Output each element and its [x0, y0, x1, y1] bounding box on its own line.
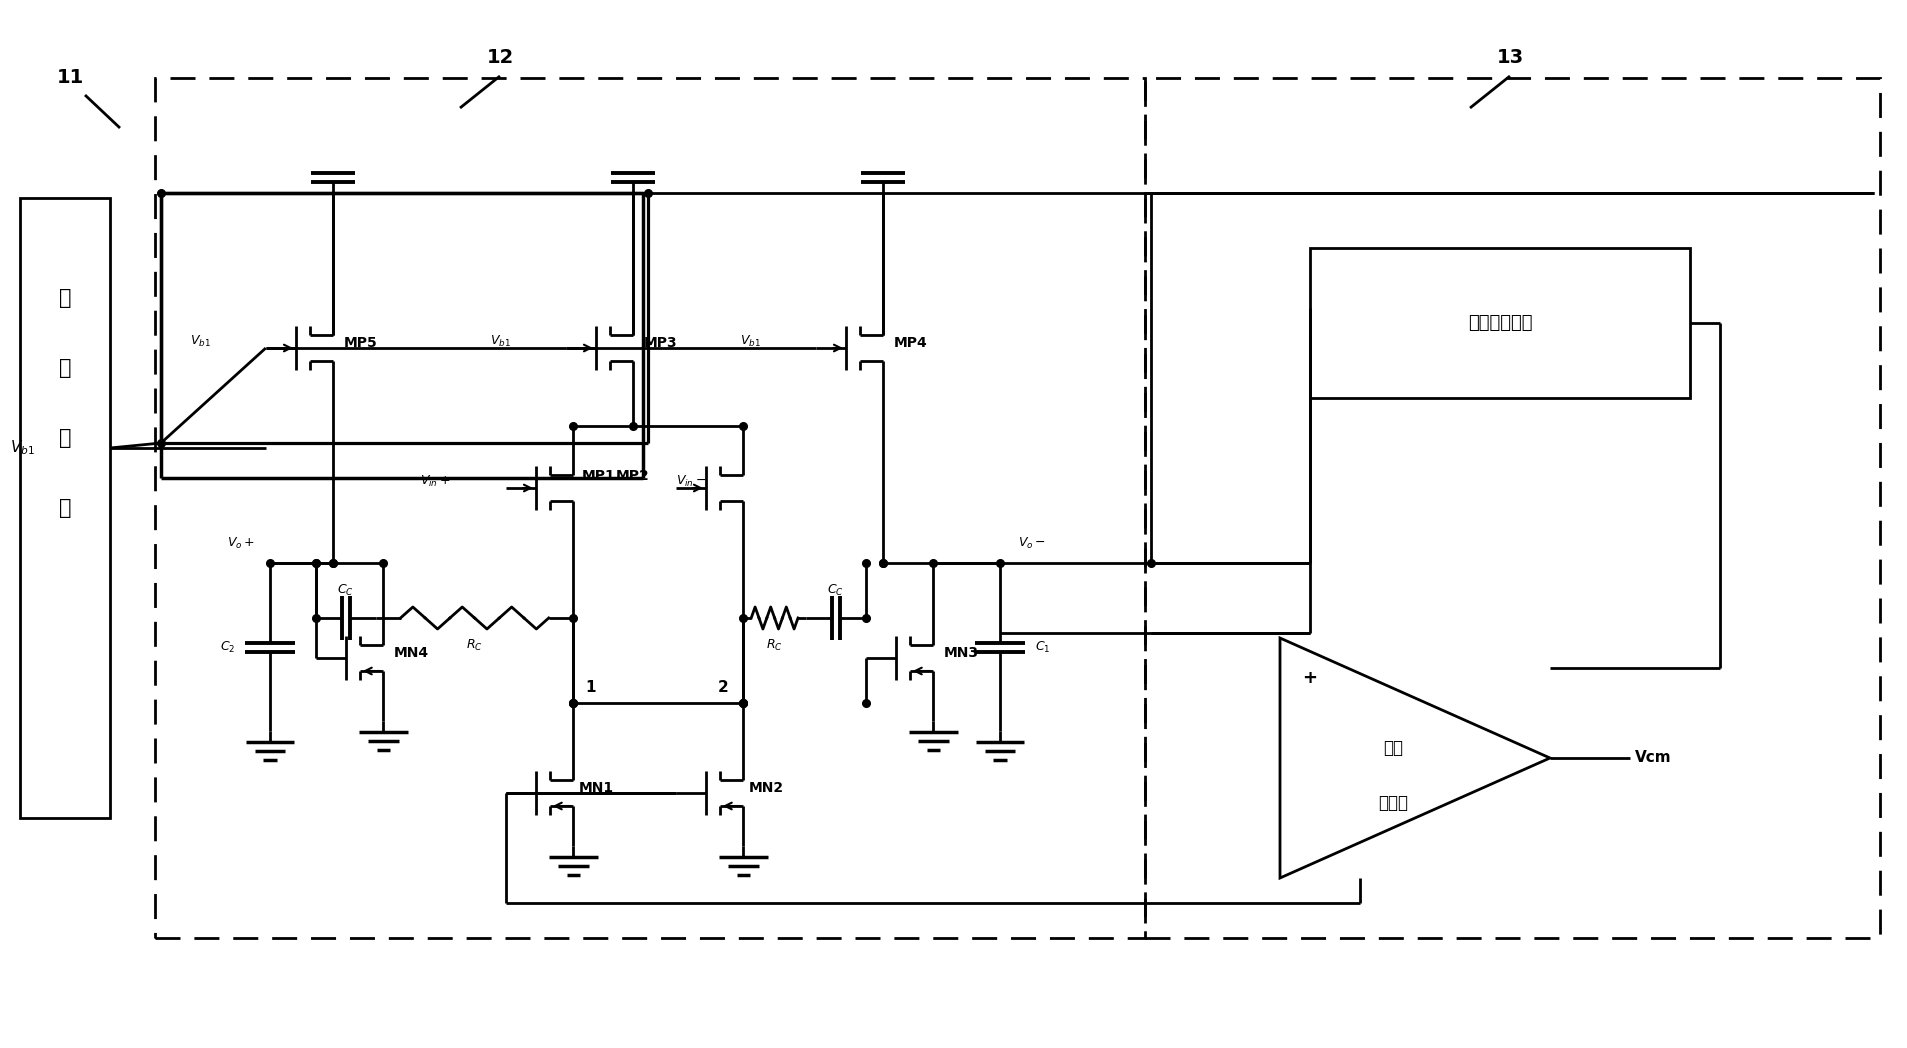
Text: 误差: 误差 [1383, 739, 1404, 757]
Text: $C_2$: $C_2$ [219, 639, 235, 655]
Text: Vcm: Vcm [1634, 750, 1671, 765]
Text: MP2: MP2 [616, 470, 648, 483]
Text: 1: 1 [585, 680, 595, 695]
Text: MP4: MP4 [892, 336, 927, 350]
Text: $R_C$: $R_C$ [767, 638, 782, 653]
Text: MP3: MP3 [643, 336, 677, 350]
Text: MN4: MN4 [393, 646, 429, 660]
Text: 路: 路 [59, 498, 71, 518]
Text: MN2: MN2 [748, 781, 784, 795]
Text: MN1: MN1 [578, 781, 614, 795]
Text: MP5: MP5 [343, 336, 378, 350]
Text: $V_{in}+$: $V_{in}+$ [420, 474, 450, 488]
Text: $V_{in}-$: $V_{in}-$ [675, 474, 706, 488]
Text: 放大器: 放大器 [1377, 794, 1407, 812]
Text: 电: 电 [59, 428, 71, 447]
Text: $V_{b1}$: $V_{b1}$ [10, 439, 34, 457]
Bar [1144, 78, 1878, 938]
Text: MN3: MN3 [942, 646, 978, 660]
Text: MP1: MP1 [582, 470, 614, 483]
Text: $C_C$: $C_C$ [338, 583, 355, 598]
Text: $C_C$: $C_C$ [828, 583, 843, 598]
Text: 12: 12 [486, 48, 513, 67]
Text: $V_{b1}$: $V_{b1}$ [740, 333, 761, 349]
Text: $V_o-$: $V_o-$ [1018, 536, 1045, 551]
Text: +: + [1302, 669, 1318, 687]
Bar [19, 198, 111, 818]
Text: 共模电压检测: 共模电压检测 [1466, 314, 1531, 332]
Text: $V_{b1}$: $V_{b1}$ [490, 333, 511, 349]
Text: 置: 置 [59, 358, 71, 378]
Text: 偏: 偏 [59, 288, 71, 308]
Text: 2: 2 [717, 680, 728, 695]
Text: 11: 11 [57, 68, 84, 87]
Text: $V_o+$: $V_o+$ [227, 536, 256, 551]
Bar [1310, 248, 1690, 398]
Text: $V_{b1}$: $V_{b1}$ [191, 333, 210, 349]
Text: 13: 13 [1495, 48, 1524, 67]
Text: $R_C$: $R_C$ [465, 638, 482, 653]
Bar [154, 78, 1144, 938]
Text: $C_1$: $C_1$ [1034, 639, 1051, 655]
